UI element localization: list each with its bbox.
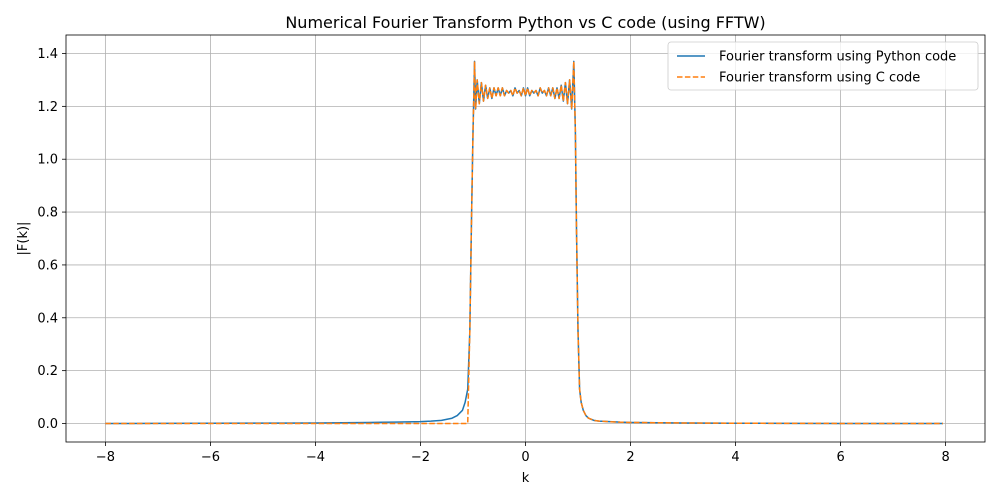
series-group	[105, 60, 943, 425]
y-axis-label: |F(k)|	[16, 222, 31, 256]
y-tick-label: 1.0	[37, 153, 58, 168]
series-line-1	[105, 60, 943, 425]
x-axis-label: k	[522, 471, 530, 486]
legend-label-2: Fourier transform using C code	[719, 71, 920, 86]
legend-label-1: Fourier transform using Python code	[719, 50, 956, 65]
y-tick-label: 0.8	[37, 206, 58, 221]
y-axis: 0.0 0.2 0.4 0.6 0.8 1.0 1.2 1.4	[37, 47, 66, 432]
legend-box	[667, 41, 979, 91]
y-tick-label: 0.0	[37, 417, 58, 432]
y-tick-label: 1.2	[37, 100, 58, 115]
x-tick-label: −6	[201, 450, 220, 465]
x-tick-label: 2	[626, 450, 634, 465]
x-tick-label: −4	[306, 450, 325, 465]
chart-title: Numerical Fourier Transform Python vs C …	[285, 13, 765, 32]
y-tick-label: 0.4	[37, 311, 58, 326]
y-tick-label: 0.2	[37, 364, 58, 379]
x-axis: −8 −6 −4 −2 0 2 4 6 8	[96, 442, 950, 465]
x-tick-label: 8	[941, 450, 949, 465]
x-tick-label: 4	[731, 450, 739, 465]
y-tick-label: 0.6	[37, 258, 58, 273]
x-tick-label: −8	[96, 450, 115, 465]
legend: Fourier transform using Python code Fouri…	[667, 41, 979, 91]
x-tick-label: 0	[521, 450, 529, 465]
x-tick-label: −2	[411, 450, 430, 465]
y-tick-label: 1.4	[37, 47, 58, 62]
series-line-2	[105, 60, 943, 425]
x-tick-label: 6	[836, 450, 844, 465]
